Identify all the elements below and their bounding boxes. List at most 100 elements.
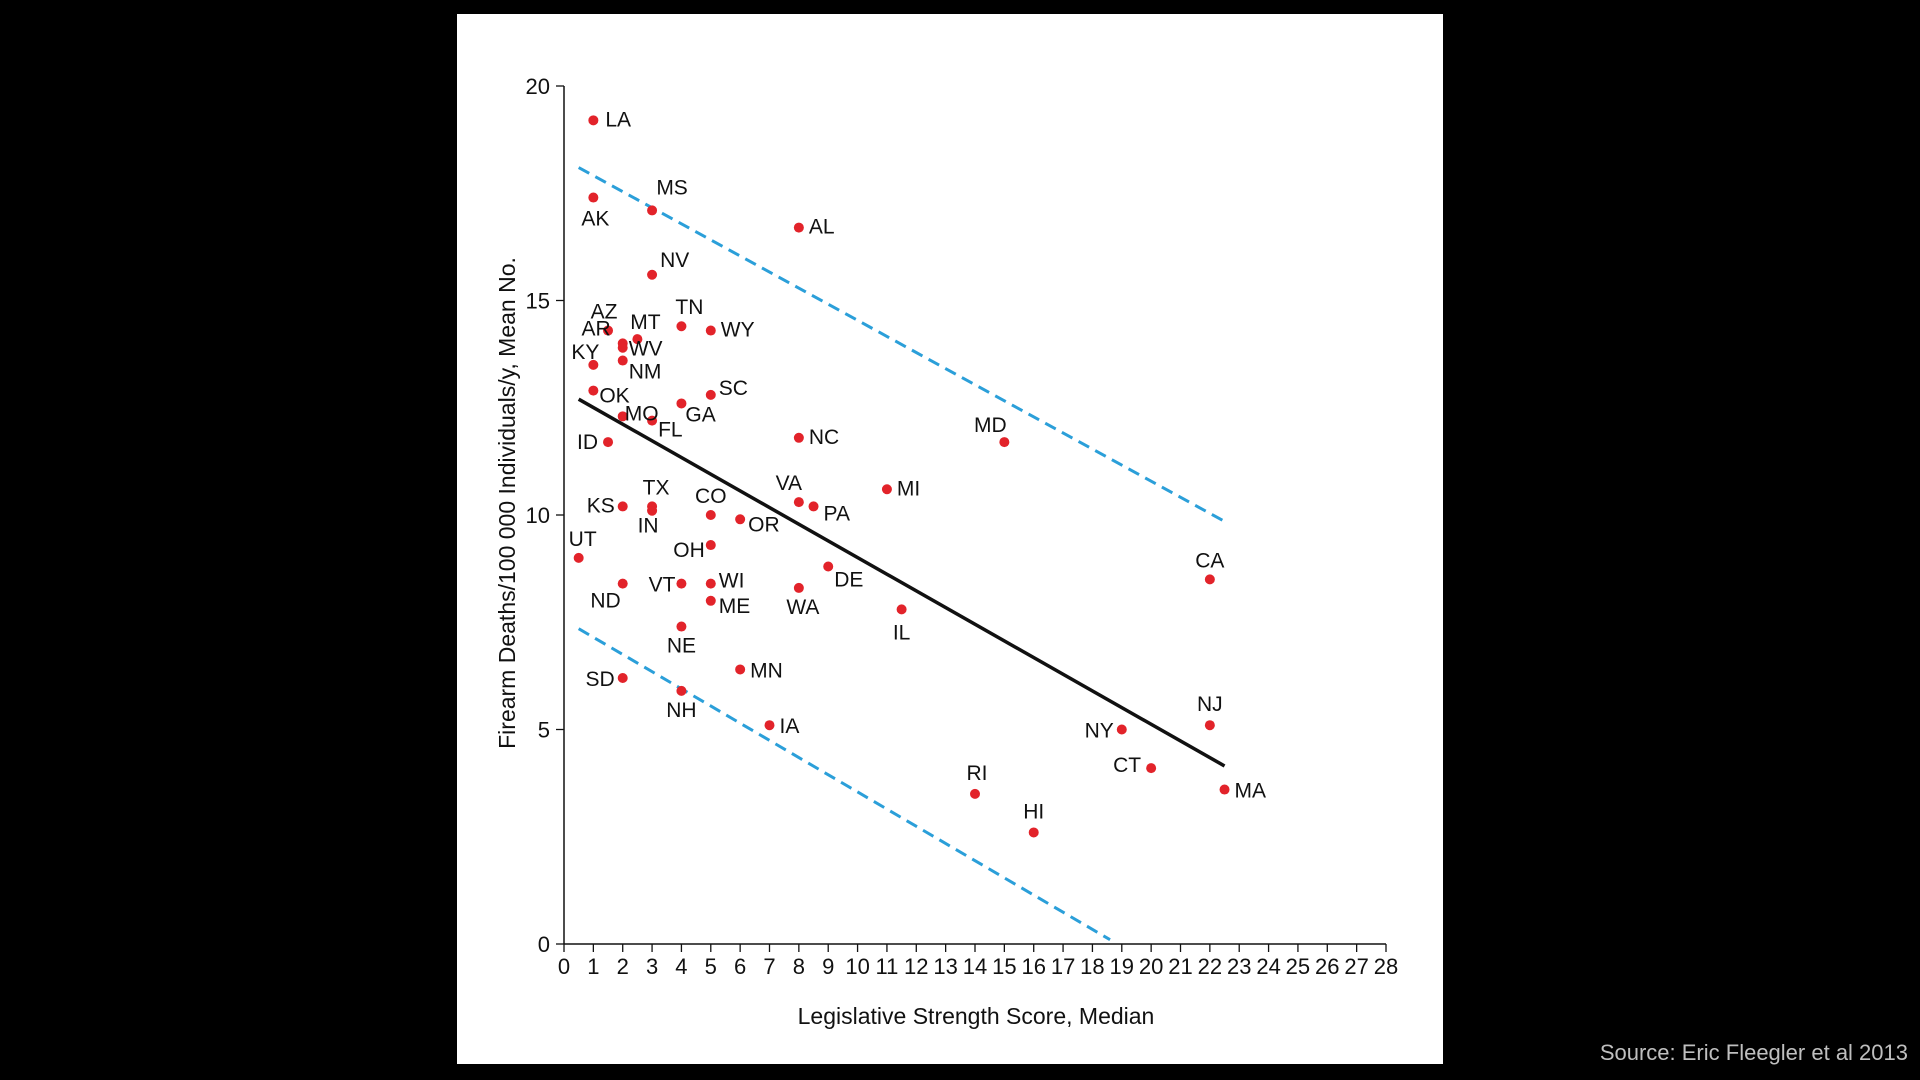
point-ms [647, 205, 658, 216]
label-ny: NY [1085, 720, 1114, 743]
point-mn [735, 664, 746, 675]
label-hi: HI [1023, 800, 1044, 823]
label-nc: NC [809, 426, 839, 449]
label-ak: AK [581, 208, 609, 231]
point-wi [705, 578, 716, 589]
y-axis-title: Firearm Deaths/100 000 Individuals/y, Me… [494, 257, 520, 749]
x-tick-label: 20 [1139, 954, 1163, 979]
x-tick-label: 4 [675, 954, 687, 979]
point-nh [676, 685, 687, 696]
label-ok: OK [599, 385, 629, 408]
scatter-chart: 0 1 2 3 4 5 6 7 8 9 10 11 12 13 14 15 16 17 18 19 20 21 22 23 24… [494, 74, 1398, 1029]
point-tn [676, 321, 687, 332]
point-nc [793, 432, 804, 443]
x-tick-label: 3 [646, 954, 658, 979]
label-de: DE [834, 568, 863, 591]
label-wy: WY [721, 319, 755, 342]
label-ks: KS [587, 494, 615, 517]
x-tick-label: 24 [1256, 954, 1280, 979]
point-ct [1146, 763, 1157, 774]
label-ca: CA [1195, 549, 1224, 572]
label-tn: TN [675, 296, 703, 319]
upper-band-line [577, 166, 1226, 523]
label-fl: FL [658, 419, 683, 442]
point-sd [617, 673, 628, 684]
x-tick-label: 9 [822, 954, 834, 979]
point-wv [617, 342, 628, 353]
label-nd: ND [590, 590, 620, 613]
point-ca [1204, 574, 1215, 585]
label-mn: MN [750, 659, 783, 682]
x-tick-label: 16 [1021, 954, 1045, 979]
x-tick-label: 5 [705, 954, 717, 979]
label-id: ID [577, 431, 598, 454]
point-nv [647, 269, 658, 280]
point-co [705, 510, 716, 520]
y-tick-label: 0 [538, 932, 550, 957]
point-de [823, 561, 834, 572]
label-pa: PA [824, 502, 850, 525]
label-mo: MO [625, 402, 659, 425]
x-tick-label: 23 [1227, 954, 1251, 979]
point-ut [573, 552, 584, 563]
point-wa [793, 582, 804, 593]
point-ks [617, 501, 628, 512]
point-pa [808, 501, 819, 512]
x-tick-label: 12 [904, 954, 928, 979]
point-il [896, 604, 907, 615]
x-tick-label: 26 [1315, 954, 1339, 979]
label-la: LA [605, 108, 631, 131]
point-wy [705, 325, 716, 336]
point-in [647, 505, 658, 516]
x-tick-label: 17 [1051, 954, 1075, 979]
point-ma [1219, 784, 1230, 795]
label-ma: MA [1235, 780, 1267, 803]
x-tick-label: 8 [793, 954, 805, 979]
point-ak [588, 192, 599, 203]
x-axis-title: Legislative Strength Score, Median [798, 1003, 1155, 1029]
regression-line [577, 397, 1226, 768]
y-tick-label: 20 [526, 74, 550, 99]
label-wv: WV [629, 338, 663, 361]
x-tick-label: 7 [763, 954, 775, 979]
label-ne: NE [667, 635, 696, 658]
x-tick-label: 10 [845, 954, 869, 979]
point-me [705, 595, 716, 606]
point-ia [764, 720, 775, 731]
x-tick-label: 0 [558, 954, 570, 979]
point-mo [617, 411, 628, 422]
label-va: VA [776, 472, 802, 495]
x-tick-label: 6 [734, 954, 746, 979]
label-co: CO [695, 485, 727, 508]
fit-line [577, 397, 1226, 768]
label-wa: WA [786, 596, 819, 619]
label-ia: IA [780, 715, 800, 738]
label-oh: OH [673, 539, 705, 562]
label-sd: SD [586, 668, 615, 691]
label-me: ME [719, 595, 751, 618]
label-nm: NM [629, 361, 662, 384]
x-tick-label: 11 [876, 954, 899, 979]
point-vt [676, 578, 687, 589]
point-nd [617, 578, 628, 589]
label-al: AL [809, 216, 835, 239]
point-mt [632, 334, 643, 345]
label-in: IN [638, 515, 659, 538]
label-vt: VT [649, 574, 676, 597]
point-ok [588, 385, 599, 396]
source-caption: Source: Eric Fleegler et al 2013 [1599, 1040, 1908, 1065]
label-ga: GA [685, 403, 715, 426]
point-oh [705, 540, 716, 551]
point-mi [881, 484, 892, 495]
y-tick-label: 10 [526, 503, 550, 528]
x-tick-label: 2 [617, 954, 629, 979]
label-az: AZ [591, 301, 618, 324]
point-hi [1028, 827, 1039, 838]
label-ky: KY [571, 341, 599, 364]
label-nv: NV [660, 249, 689, 272]
x-tick-label: 15 [992, 954, 1016, 979]
label-mi: MI [897, 477, 920, 500]
label-ut: UT [569, 528, 597, 551]
label-or: OR [748, 513, 780, 536]
